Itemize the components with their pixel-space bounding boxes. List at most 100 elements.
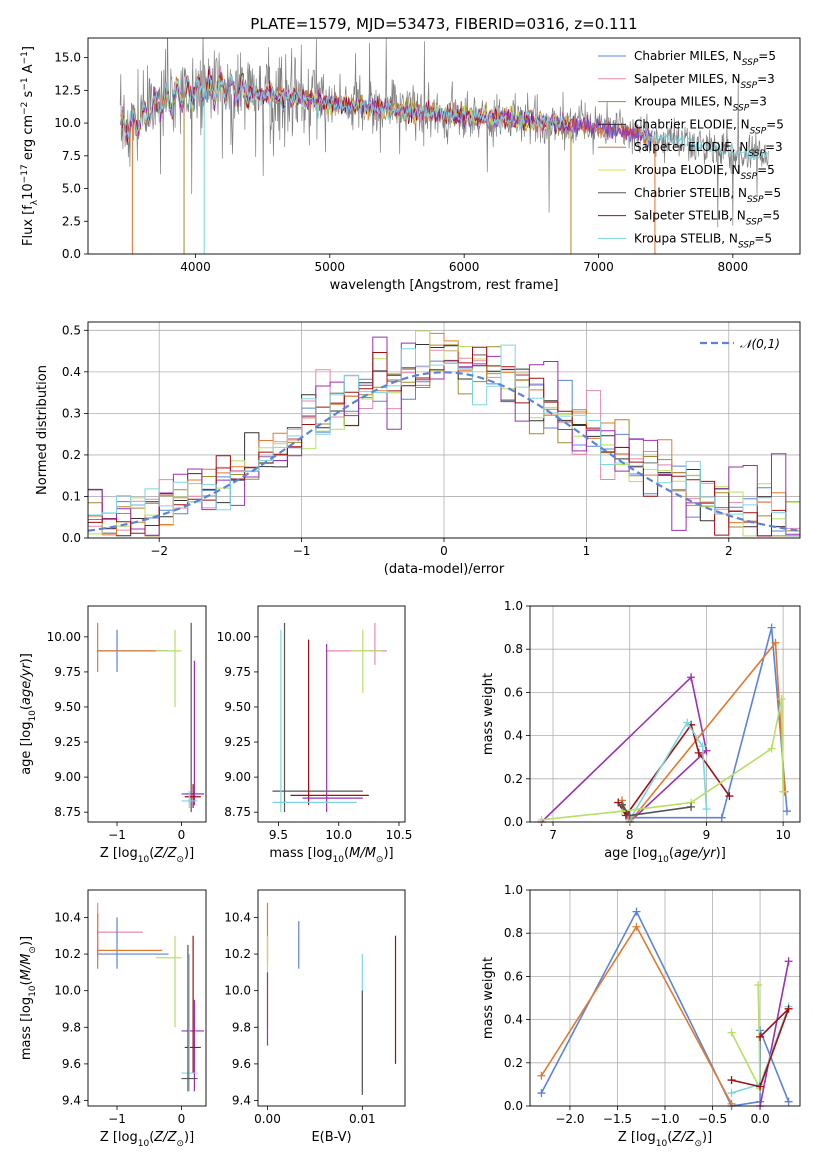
series-marker xyxy=(756,1032,765,1041)
residuals-y-axis-label: Normed distribution xyxy=(35,365,50,495)
legend-entry: Kroupa MILES, NSSP=3 xyxy=(634,95,767,114)
series-marker xyxy=(625,811,634,820)
x-tick-label: 8000 xyxy=(718,260,749,274)
age-vs-Z-frame xyxy=(87,605,207,823)
y-tick-label: 9.25 xyxy=(54,735,81,749)
x-tick-label: 0.01 xyxy=(349,1112,376,1126)
series-marker xyxy=(727,1089,736,1098)
y-tick-label: 9.6 xyxy=(62,1057,81,1071)
series-marker xyxy=(537,1071,546,1080)
series-marker xyxy=(537,1089,546,1098)
x-tick-label: −1.0 xyxy=(650,1112,679,1126)
series-line xyxy=(540,909,790,1107)
series-line xyxy=(629,627,788,819)
series-marker xyxy=(727,1076,736,1085)
residuals-x-axis-label: (data-model)/error xyxy=(384,562,505,577)
legend-entry: Chabrier MILES, NSSP=5 xyxy=(634,49,776,68)
y-tick-label: 10.4 xyxy=(224,910,251,924)
series-marker xyxy=(782,807,791,816)
series-marker xyxy=(727,1028,736,1037)
series-marker xyxy=(767,744,776,753)
spectrum-legend: Chabrier MILES, NSSP=5 Salpeter MILES, NS… xyxy=(598,49,784,250)
legend-entry: 𝒩(0,1) xyxy=(740,337,780,351)
series-marker xyxy=(754,981,763,990)
spectrum-model-line xyxy=(122,73,572,138)
x-tick-label: 10.5 xyxy=(386,828,413,842)
x-tick-label: −1 xyxy=(108,1112,126,1126)
x-tick-label: 1 xyxy=(583,544,591,558)
series-marker xyxy=(784,1097,793,1106)
mass-vs-ebv-frame xyxy=(257,889,406,1107)
residuals-frame xyxy=(87,321,801,539)
series-marker xyxy=(756,1082,765,1091)
x-tick-label: 5000 xyxy=(315,260,346,274)
series-line xyxy=(629,721,708,821)
x-tick-label: 4000 xyxy=(180,260,211,274)
y-tick-label: 9.75 xyxy=(54,665,81,679)
series-marker xyxy=(537,815,546,824)
mass-weight-vs-age-x-axis-label: age [log10(age/yr)] xyxy=(604,846,726,865)
x-tick-label: −1 xyxy=(293,544,311,558)
x-tick-label: 0 xyxy=(178,1112,186,1126)
mass-weight-vs-age-series xyxy=(537,623,791,826)
x-tick-label: 7 xyxy=(549,828,557,842)
x-tick-label: 0.0 xyxy=(751,1112,770,1126)
y-tick-label: 0.0 xyxy=(504,815,523,829)
y-tick-label: 0.0 xyxy=(62,531,81,545)
y-tick-label: 10.0 xyxy=(54,116,81,130)
series-marker xyxy=(725,792,734,801)
y-tick-label: 9.6 xyxy=(232,1057,251,1071)
x-tick-label: 0 xyxy=(440,544,448,558)
x-tick-label: −0.5 xyxy=(698,1112,727,1126)
x-tick-label: −1 xyxy=(108,828,126,842)
histogram-series xyxy=(88,344,800,537)
mass-vs-Z-frame xyxy=(87,889,207,1107)
y-tick-label: 9.4 xyxy=(232,1094,251,1108)
series-marker xyxy=(683,718,692,727)
y-tick-label: 10.0 xyxy=(54,984,81,998)
series-line xyxy=(541,698,784,821)
series-marker xyxy=(784,957,793,966)
y-tick-label: 1.0 xyxy=(504,883,523,897)
y-tick-label: 9.00 xyxy=(54,770,81,784)
series-marker xyxy=(632,922,641,931)
series-marker xyxy=(687,802,696,811)
y-tick-label: 8.75 xyxy=(54,805,81,819)
y-tick-label: 0.1 xyxy=(62,489,81,503)
age-vs-mass-x-axis-label: mass [log10(M/M⊙)] xyxy=(269,846,393,865)
y-tick-label: 9.50 xyxy=(224,700,251,714)
normal-curve xyxy=(88,371,800,532)
y-tick-label: 9.25 xyxy=(224,735,251,749)
series-line xyxy=(759,961,790,1107)
spectrum-lines xyxy=(119,38,770,254)
x-tick-label: 8 xyxy=(626,828,634,842)
mass-vs-ebv-axes: 0.00 0.01 9.4 9.6 9.8 10.0 10.2 10.4 xyxy=(224,910,375,1126)
legend-entry: Kroupa STELIB, NSSP=5 xyxy=(634,231,772,250)
mass-vs-Z-errorbars xyxy=(97,902,205,1092)
legend-entry: Salpeter MILES, NSSP=3 xyxy=(634,72,775,91)
spectrum-axes: 4000 5000 6000 7000 8000 0.0 2.5 5.0 7.5 10.0 12.5… xyxy=(54,51,748,274)
series-marker xyxy=(784,1004,793,1013)
series-marker xyxy=(702,805,711,814)
y-tick-label: 0.5 xyxy=(62,323,81,337)
x-tick-label: 0.00 xyxy=(254,1112,281,1126)
x-tick-label: −2 xyxy=(150,544,168,558)
age-vs-Z-axes: −1 0 8.75 9.00 9.25 9.50 9.75 10.00 xyxy=(47,630,186,842)
mass-weight-vs-Z-frame xyxy=(529,889,801,1107)
x-tick-label: −1.5 xyxy=(603,1112,632,1126)
legend-entry: Salpeter ELODIE, NSSP=3 xyxy=(634,140,783,159)
x-tick-label: 0 xyxy=(178,828,186,842)
mass-vs-ebv-errorbars xyxy=(266,902,397,1096)
y-tick-label: 0.2 xyxy=(504,1056,523,1070)
series-line xyxy=(731,1008,790,1088)
series-marker xyxy=(632,907,641,916)
x-tick-label: 9.5 xyxy=(269,828,288,842)
age-vs-Z-errorbars xyxy=(97,622,205,813)
x-tick-label: −2.0 xyxy=(555,1112,584,1126)
y-tick-label: 0.0 xyxy=(504,1099,523,1113)
histogram-series xyxy=(88,336,800,537)
y-tick-label: 10.00 xyxy=(47,630,81,644)
y-tick-label: 7.5 xyxy=(62,149,81,163)
mass-vs-Z-y-axis-label: mass [log10(M/M⊙)] xyxy=(19,936,38,1060)
